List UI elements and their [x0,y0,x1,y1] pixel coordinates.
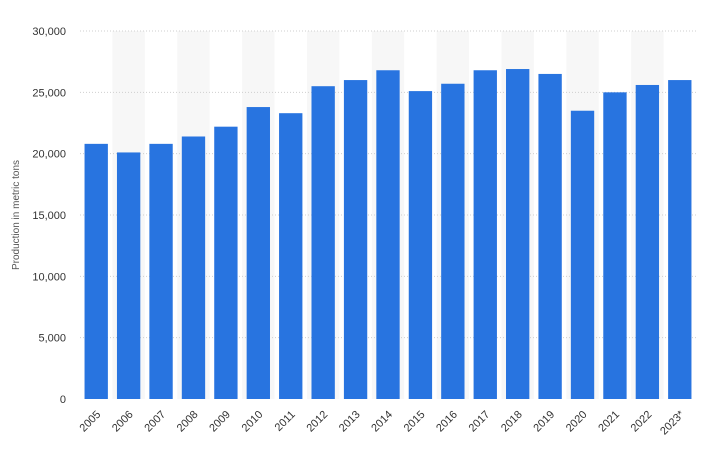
x-tick-label: 2012 [304,409,330,435]
x-tick-labels: 2005 2006 2007 2008 2009 2010 2011 2012 2013 2014… [78,408,688,437]
x-tick-label: 2023* [658,408,687,437]
y-tick-labels: 0 5,000 10,000 15,000 20,000 25,000 30,000 [32,26,66,406]
y-tick-label: 25,000 [32,87,66,99]
y-tick-label: 10,000 [32,271,66,283]
x-tick-label: 2011 [273,409,298,434]
x-tick-label: 2020 [564,409,590,435]
x-tick-label: 2005 [78,409,104,435]
x-tick-label: 2010 [240,409,266,435]
x-tick-label: 2014 [369,409,395,435]
y-tick-label: 5,000 [38,333,66,345]
bar[interactable] [84,143,108,399]
bar[interactable] [149,143,173,399]
y-tick-label: 15,000 [32,210,66,222]
bar[interactable] [570,110,595,399]
y-tick-label: 30,000 [32,26,66,38]
bar[interactable] [311,86,335,399]
bar[interactable] [408,91,433,400]
bar[interactable] [668,80,692,400]
bar[interactable] [473,70,497,400]
bar[interactable] [343,80,368,400]
bar[interactable] [116,152,141,399]
bar[interactable] [214,126,238,400]
bar[interactable] [506,69,530,399]
x-tick-label: 2018 [499,409,525,435]
bars [84,69,692,400]
bar[interactable] [279,113,303,399]
x-tick-label: 2013 [337,409,363,435]
y-axis-title: Production in metric tons [11,160,22,270]
x-tick-label: 2008 [175,409,201,435]
bar[interactable] [376,70,400,400]
x-tick-label: 2015 [402,409,428,435]
x-tick-label: 2017 [467,409,493,435]
x-tick-label: 2016 [434,409,460,435]
x-tick-label: 2007 [142,409,168,435]
x-tick-label: 2021 [596,409,622,435]
x-tick-label: 2006 [110,409,136,435]
x-tick-label: 2009 [207,409,233,435]
bar[interactable] [538,73,562,399]
bar[interactable] [246,107,270,399]
x-tick-label: 2019 [531,409,557,435]
y-tick-label: 20,000 [32,149,66,161]
bar[interactable] [603,92,627,399]
x-tick-label: 2022 [629,409,655,435]
y-tick-label: 0 [60,394,66,406]
bar[interactable] [441,83,465,399]
bar[interactable] [635,84,660,400]
bar[interactable] [181,136,206,399]
